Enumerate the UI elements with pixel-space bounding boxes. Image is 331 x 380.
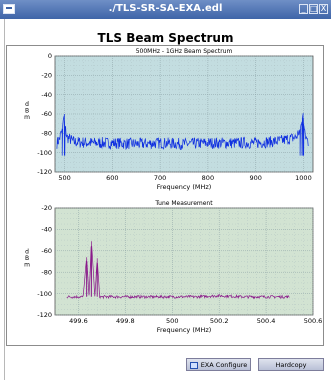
y-tick-label: -20 [41, 204, 52, 212]
y-tick-label: -40 [41, 91, 52, 99]
y-tick-label: -20 [41, 72, 52, 80]
tune-measurement-chart: Tune Measurement 499.6 499.8 500 500.2 500.4 5… [24, 200, 323, 334]
y-tick-label: 0 [48, 52, 52, 60]
x-tick-label: 1000 [295, 174, 312, 182]
y-tick-label: -120 [37, 311, 52, 319]
y-tick-label: -80 [41, 268, 52, 276]
x-tick-label: 500.4 [257, 317, 276, 325]
y-tick-label: -60 [41, 247, 52, 255]
window-menu-icon[interactable] [3, 4, 15, 14]
window-title: ./TLS-SR-SA-EXA.edl [108, 3, 223, 14]
hardcopy-label: Hardcopy [275, 361, 307, 369]
data-series-line [56, 113, 309, 156]
y-tick-label: -80 [41, 130, 52, 138]
chart-title: 500MHz - 1GHz Beam Spectrum [136, 48, 233, 55]
minimize-icon[interactable]: _ [299, 4, 308, 14]
exa-configure-button[interactable]: EXA Configure [186, 358, 251, 371]
beam-spectrum-chart: 500MHz - 1GHz Beam Spectrum 500 600 700 800 9… [24, 48, 314, 191]
plots-frame: 500MHz - 1GHz Beam Spectrum 500 600 700 800 9… [6, 45, 324, 346]
x-axis-label: Frequency (MHz) [157, 326, 212, 334]
hardcopy-button[interactable]: Hardcopy [258, 358, 324, 371]
page-title: TLS Beam Spectrum [97, 31, 234, 45]
window-icon [189, 361, 198, 369]
y-tick-label: -40 [41, 226, 52, 234]
x-tick-label: 800 [202, 174, 214, 182]
x-axis-label: Frequency (MHz) [157, 183, 212, 191]
x-tick-label: 500.2 [210, 317, 229, 325]
chart-title: Tune Measurement [154, 200, 213, 207]
data-series-line [66, 241, 290, 300]
title-bar[interactable]: ./TLS-SR-SA-EXA.edl _ □ X [0, 0, 331, 19]
x-tick-label: 499.6 [69, 317, 88, 325]
x-tick-label: 500 [58, 174, 70, 182]
y-tick-label: -120 [37, 168, 52, 176]
exa-configure-label: EXA Configure [200, 361, 248, 369]
x-tick-label: 700 [154, 174, 166, 182]
x-tick-label: 600 [106, 174, 118, 182]
x-tick-label: 500.6 [304, 317, 323, 325]
close-icon[interactable]: X [319, 4, 328, 14]
x-tick-label: 900 [249, 174, 261, 182]
y-tick-label: -100 [37, 149, 52, 157]
x-tick-label: 499.8 [116, 317, 135, 325]
y-tick-label: -100 [37, 290, 52, 298]
y-tick-label: -60 [41, 110, 52, 118]
maximize-icon[interactable]: □ [309, 4, 318, 14]
x-tick-label: 500 [166, 317, 178, 325]
